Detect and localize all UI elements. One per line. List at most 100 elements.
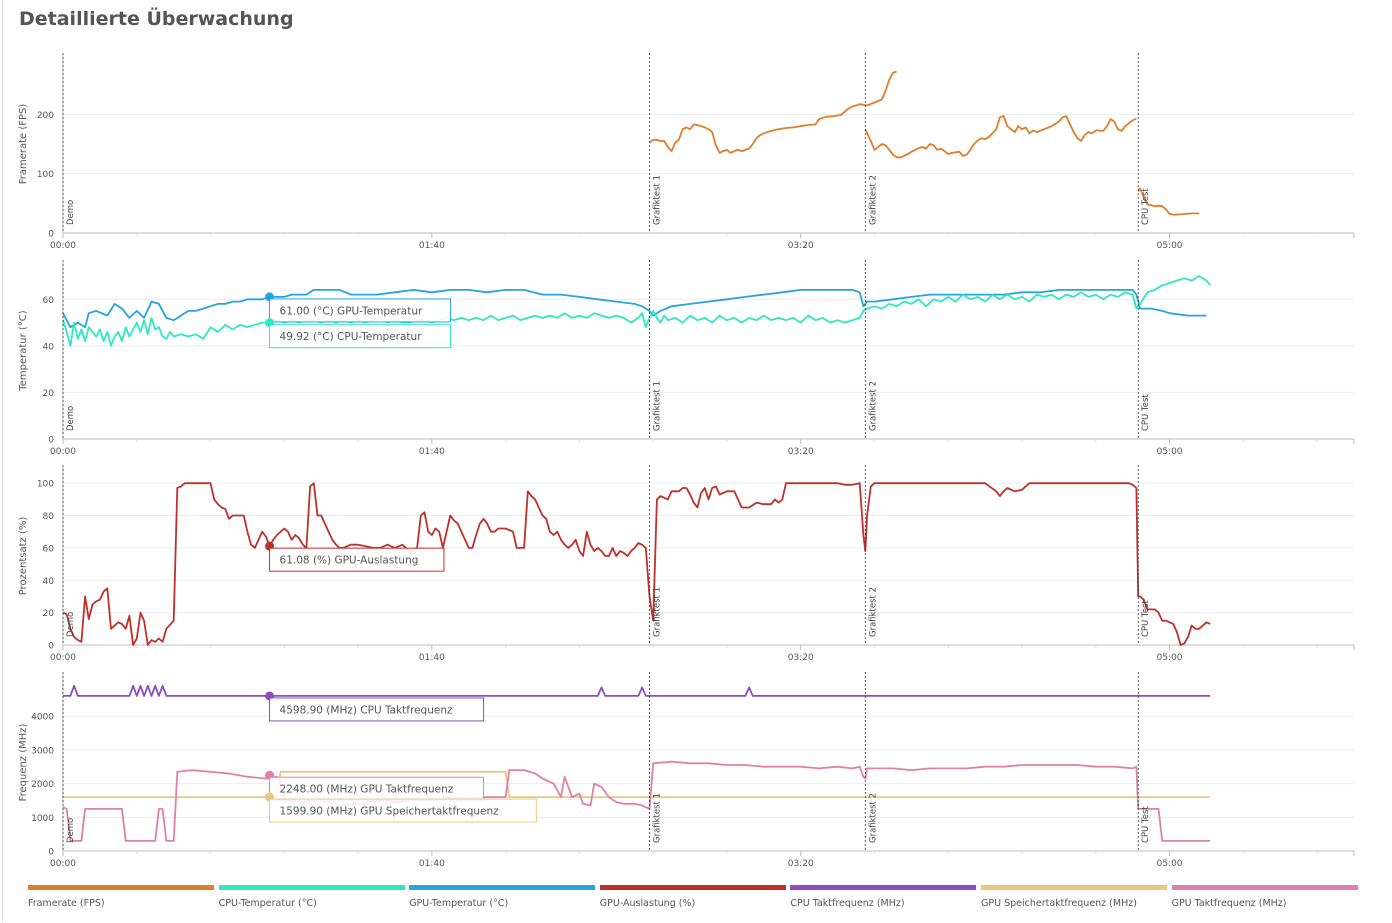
x-tick-label: 00:00 <box>50 447 76 457</box>
legend-label: CPU Taktfrequenz (MHz) <box>790 898 905 909</box>
y-tick-label: 20 <box>43 609 55 619</box>
y-tick-label: 0 <box>48 848 54 858</box>
y-tick-label: 40 <box>43 342 55 352</box>
tooltip-box <box>269 798 537 823</box>
legend-item[interactable]: GPU Taktfrequenz (MHz) <box>1171 885 1358 909</box>
series-line <box>648 70 897 154</box>
y-tick-label: 4000 <box>31 713 54 723</box>
y-axis-label: Framerate (FPS) <box>18 104 29 185</box>
tooltip-box <box>269 298 452 323</box>
y-tick-label: 0 <box>48 230 54 240</box>
section-marker-label: CPU Test <box>1141 806 1151 843</box>
section-marker-label: Demo <box>66 200 76 225</box>
y-tick-label: 100 <box>37 480 54 490</box>
x-tick-label: 03:20 <box>788 447 814 457</box>
tooltip-text: 2248.00 (MHz) GPU Taktfrequenz <box>280 784 454 796</box>
y-tick-label: 3000 <box>31 746 54 756</box>
series-line <box>62 760 1211 842</box>
section-marker-label: Demo <box>66 818 76 843</box>
y-tick-label: 60 <box>43 296 55 306</box>
y-tick-label: 40 <box>43 577 55 587</box>
section-marker-label: CPU Test <box>1141 600 1151 637</box>
legend-color-bar <box>28 885 214 890</box>
tooltip-text: 61.08 (%) GPU-Auslastung <box>280 555 419 567</box>
section-marker-label: Grafiktest 2 <box>868 175 878 225</box>
section-marker-label: Grafiktest 2 <box>868 793 878 843</box>
series-line <box>864 115 1137 159</box>
legend-color-bar <box>1171 885 1358 890</box>
x-tick-label: 01:40 <box>419 447 445 457</box>
legend-item[interactable]: GPU-Auslastung (%) <box>599 885 786 909</box>
tooltip-text: 49.92 (°C) CPU-Temperatur <box>280 331 423 343</box>
section-marker-label: CPU Test <box>1141 188 1151 225</box>
chart-panel-3: 0 20 40 60 80 100 Prozentsatz (%) 00:00 01:40 03:… <box>18 465 1355 663</box>
section-marker-label: Grafiktest 1 <box>652 381 662 431</box>
legend-label: Framerate (FPS) <box>28 898 105 909</box>
y-tick-label: 200 <box>37 111 54 121</box>
legend-color-bar <box>790 885 977 890</box>
legend-label: GPU Taktfrequenz (MHz) <box>1171 898 1287 909</box>
x-tick-label: 05:00 <box>1157 447 1183 457</box>
x-tick-label: 00:00 <box>50 241 76 251</box>
legend-color-bar <box>981 885 1167 890</box>
y-tick-label: 1000 <box>31 814 54 824</box>
legend-item[interactable]: Framerate (FPS) <box>28 885 214 909</box>
section-marker-label: CPU Test <box>1141 394 1151 431</box>
legend-item[interactable]: CPU Taktfrequenz (MHz) <box>790 885 977 909</box>
x-tick-label: 00:00 <box>50 859 76 869</box>
legend-color-bar <box>218 885 405 890</box>
legend-item[interactable]: GPU Speichertaktfrequenz (MHz) <box>981 885 1167 909</box>
tooltip-text: 61.00 (°C) GPU-Temperatur <box>280 305 423 317</box>
section-marker-label: Demo <box>66 612 76 637</box>
legend-item[interactable]: CPU-Temperatur (°C) <box>218 885 405 909</box>
series-line <box>1137 187 1200 216</box>
x-tick-label: 00:00 <box>50 653 76 663</box>
x-tick-label: 05:00 <box>1157 241 1183 251</box>
y-axis-label: Frequenz (MHz) <box>18 723 29 801</box>
legend-label: GPU-Temperatur (°C) <box>409 898 509 909</box>
y-tick-label: 20 <box>43 389 55 399</box>
x-tick-label: 03:20 <box>788 859 814 869</box>
y-axis-label: Prozentsatz (%) <box>18 517 29 596</box>
page-title: Detaillierte Überwachung <box>19 8 294 30</box>
x-tick-label: 01:40 <box>419 859 445 869</box>
y-tick-label: 80 <box>43 512 55 522</box>
tooltip-text: 4598.90 (MHz) CPU Taktfrequenz <box>280 704 453 716</box>
series-line <box>63 684 1211 697</box>
tooltip-box <box>269 547 445 572</box>
series-line <box>62 482 1211 646</box>
section-marker-label: Grafiktest 2 <box>868 381 878 431</box>
section-marker-label: Grafiktest 2 <box>868 587 878 637</box>
series-line <box>62 275 1211 347</box>
x-tick-label: 01:40 <box>419 241 445 251</box>
section-marker-label: Grafiktest 1 <box>652 175 662 225</box>
section-marker-label: Demo <box>66 406 76 431</box>
legend-label: GPU-Auslastung (%) <box>599 898 696 909</box>
y-axis-label: Temperatur (°C) <box>18 310 29 391</box>
y-tick-label: 0 <box>48 436 54 446</box>
x-tick-label: 05:00 <box>1157 859 1183 869</box>
legend-item[interactable]: GPU-Temperatur (°C) <box>409 885 596 909</box>
series-line <box>62 288 1207 329</box>
chart-panel-2: 0 20 40 60 Temperatur (°C) 00:00 01:40 03:20 05:… <box>18 260 1355 457</box>
x-tick-label: 03:20 <box>788 241 814 251</box>
y-tick-label: 0 <box>48 642 54 652</box>
x-tick-label: 03:20 <box>788 653 814 663</box>
legend-label: CPU-Temperatur (°C) <box>218 898 317 909</box>
series-line <box>63 770 1211 798</box>
section-marker-label: Grafiktest 1 <box>652 793 662 843</box>
y-tick-label: 100 <box>37 170 54 180</box>
legend-label: GPU Speichertaktfrequenz (MHz) <box>981 898 1137 909</box>
y-tick-label: 2000 <box>31 780 54 790</box>
tooltip-text: 1599.90 (MHz) GPU Speichertaktfrequenz <box>280 806 500 818</box>
x-tick-label: 05:00 <box>1157 653 1183 663</box>
y-tick-label: 60 <box>43 544 55 554</box>
section-marker-label: Grafiktest 1 <box>652 587 662 637</box>
chart-panel-1: 0 100 200 Framerate (FPS) 00:00 01:40 03:20 05:… <box>18 53 1355 251</box>
legend-color-bar <box>599 885 786 890</box>
tooltip-box <box>269 324 452 349</box>
x-tick-label: 01:40 <box>419 653 445 663</box>
